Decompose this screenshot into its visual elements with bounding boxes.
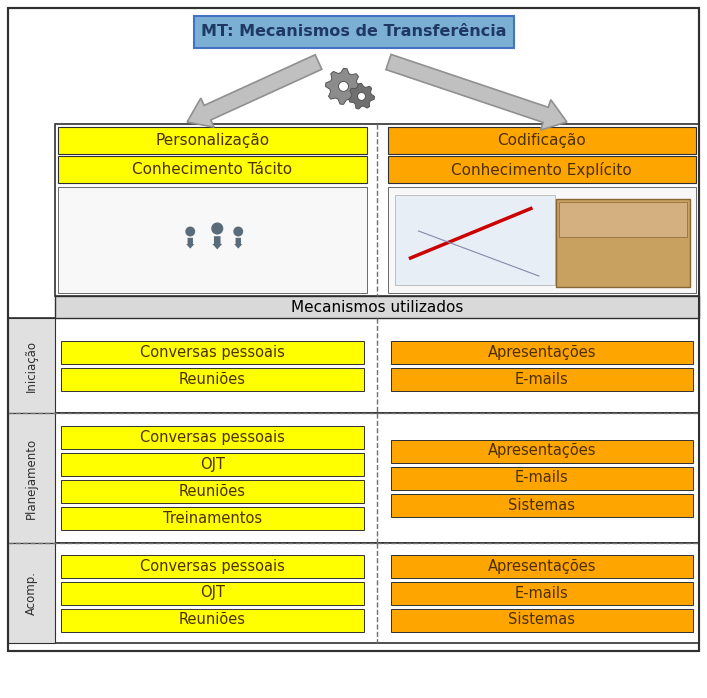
- Bar: [390, 440, 693, 463]
- Bar: [8, 318, 699, 413]
- Bar: [55, 296, 699, 318]
- Bar: [8, 413, 699, 543]
- Text: E-mails: E-mails: [515, 371, 568, 387]
- Text: E-mails: E-mails: [515, 586, 568, 600]
- Text: Personalização: Personalização: [156, 133, 269, 148]
- Polygon shape: [349, 83, 375, 109]
- FancyArrow shape: [234, 238, 243, 248]
- Bar: [387, 156, 696, 183]
- Bar: [387, 127, 696, 154]
- Bar: [390, 581, 693, 604]
- Bar: [58, 156, 366, 183]
- Bar: [61, 453, 363, 476]
- Polygon shape: [386, 54, 567, 130]
- Circle shape: [233, 227, 243, 237]
- Bar: [61, 609, 363, 632]
- Bar: [61, 507, 363, 530]
- FancyArrow shape: [212, 236, 222, 249]
- Text: Sistemas: Sistemas: [508, 498, 575, 512]
- FancyArrow shape: [186, 238, 194, 248]
- Bar: [8, 413, 55, 543]
- Circle shape: [211, 223, 223, 235]
- Bar: [387, 187, 696, 293]
- Bar: [8, 318, 55, 413]
- Bar: [61, 341, 363, 364]
- Text: Conversas pessoais: Conversas pessoais: [140, 558, 285, 574]
- Text: Reuniões: Reuniões: [179, 484, 246, 499]
- Bar: [55, 124, 699, 296]
- Text: Mecanismos utilizados: Mecanismos utilizados: [291, 299, 463, 315]
- Text: Reuniões: Reuniões: [179, 613, 246, 628]
- Bar: [390, 368, 693, 390]
- Bar: [8, 543, 55, 643]
- Bar: [61, 426, 363, 449]
- Circle shape: [358, 92, 366, 101]
- Text: Conhecimento Tácito: Conhecimento Tácito: [132, 162, 292, 177]
- Text: Conversas pessoais: Conversas pessoais: [140, 345, 285, 359]
- Bar: [194, 16, 513, 48]
- Text: MT: Mecanismos de Transferência: MT: Mecanismos de Transferência: [201, 24, 506, 40]
- Text: Apresentações: Apresentações: [488, 443, 596, 459]
- Bar: [390, 466, 693, 489]
- Bar: [390, 493, 693, 517]
- Bar: [559, 202, 687, 237]
- Text: E-mails: E-mails: [515, 470, 568, 486]
- Text: Planejamento: Planejamento: [25, 438, 38, 519]
- Text: Apresentações: Apresentações: [488, 345, 596, 359]
- Text: OJT: OJT: [200, 457, 225, 472]
- Text: Sistemas: Sistemas: [508, 613, 575, 628]
- Bar: [61, 554, 363, 577]
- Bar: [390, 341, 693, 364]
- Circle shape: [339, 82, 349, 91]
- Text: Acomp.: Acomp.: [25, 571, 38, 615]
- Bar: [395, 195, 555, 285]
- Bar: [61, 480, 363, 503]
- Text: Reuniões: Reuniões: [179, 371, 246, 387]
- Text: Conversas pessoais: Conversas pessoais: [140, 430, 285, 445]
- Bar: [390, 554, 693, 577]
- Text: OJT: OJT: [200, 586, 225, 600]
- Text: Codificação: Codificação: [498, 133, 586, 148]
- Bar: [61, 368, 363, 390]
- Polygon shape: [325, 68, 361, 105]
- Bar: [556, 199, 690, 287]
- Polygon shape: [187, 54, 322, 127]
- Text: Treinamentos: Treinamentos: [163, 511, 262, 526]
- Text: Apresentações: Apresentações: [488, 558, 596, 574]
- Bar: [58, 127, 366, 154]
- Bar: [58, 187, 366, 293]
- Text: Conhecimento Explícito: Conhecimento Explícito: [451, 161, 632, 177]
- Text: Iniciação: Iniciação: [25, 339, 38, 392]
- Circle shape: [185, 227, 195, 237]
- Bar: [390, 609, 693, 632]
- Bar: [8, 543, 699, 643]
- Bar: [61, 581, 363, 604]
